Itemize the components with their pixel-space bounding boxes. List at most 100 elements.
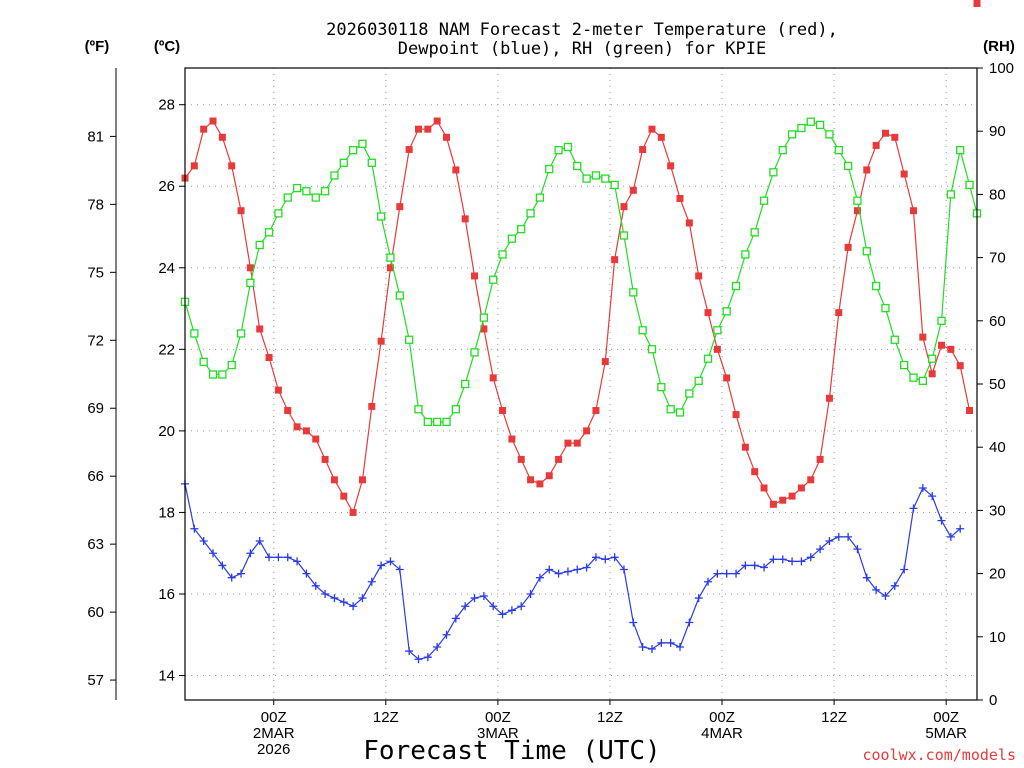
data-point	[834, 532, 843, 541]
data-point	[703, 354, 713, 363]
data-point	[573, 439, 581, 447]
data-point	[582, 174, 591, 183]
data-point	[479, 313, 489, 322]
data-point	[835, 309, 843, 317]
chart-title-line-2: Dewpoint (blue), RH (green) for KPIE	[398, 39, 766, 59]
data-point	[639, 146, 647, 154]
data-point	[788, 557, 797, 566]
time-tick-label: 5MAR	[925, 725, 967, 742]
data-point	[555, 455, 563, 463]
data-point	[321, 589, 330, 598]
time-tick-label: 2026	[257, 741, 290, 758]
data-point	[274, 209, 283, 218]
data-point	[330, 171, 339, 180]
data-point	[685, 389, 694, 398]
data-point	[947, 345, 955, 353]
rh-unit-label: (RH)	[983, 38, 1015, 55]
data-point	[526, 589, 535, 598]
rh-tick-label: 10	[989, 629, 1006, 646]
data-point	[666, 405, 675, 414]
gridlines	[185, 68, 977, 700]
data-point	[909, 504, 918, 513]
data-point	[433, 642, 442, 651]
data-point	[227, 573, 236, 582]
rh-tick-label: 60	[989, 313, 1006, 330]
celsius-tick-label: 18	[158, 504, 175, 521]
data-point	[507, 234, 517, 243]
data-point	[284, 407, 292, 415]
data-point	[891, 133, 899, 141]
data-point	[928, 370, 936, 378]
data-point	[563, 567, 572, 576]
data-point	[694, 376, 703, 385]
data-point	[227, 360, 236, 370]
data-point	[657, 383, 666, 392]
data-point	[395, 565, 404, 574]
data-point	[471, 272, 479, 280]
data-point	[461, 215, 469, 223]
data-point	[255, 240, 264, 250]
data-point	[956, 362, 964, 370]
data-point	[657, 638, 666, 647]
data-point	[973, 0, 981, 7]
time-tick-label: 00Z	[485, 709, 511, 726]
fahrenheit-tick-label: 57	[87, 672, 104, 689]
data-point	[527, 476, 535, 484]
data-point	[760, 563, 769, 572]
data-point	[610, 180, 619, 190]
time-tick-label: 12Z	[373, 709, 399, 726]
data-point	[554, 569, 563, 578]
data-point	[302, 187, 311, 196]
data-point	[563, 142, 573, 152]
data-point	[834, 146, 843, 155]
rh-tick-label: 90	[989, 123, 1006, 140]
data-point	[340, 492, 348, 500]
celsius-tick-label: 16	[158, 586, 175, 603]
data-point	[489, 602, 498, 611]
data-point	[293, 423, 301, 431]
fahrenheit-tick-label: 75	[87, 264, 104, 281]
data-point	[339, 598, 348, 607]
data-point	[218, 370, 227, 379]
data-point	[619, 565, 628, 574]
rh-axis: 0 10 20 30 40 50 60 70 80 90 100	[977, 60, 1014, 709]
data-point	[909, 373, 918, 382]
data-point	[348, 146, 358, 155]
data-point	[648, 125, 656, 133]
data-point	[647, 645, 656, 654]
data-point	[675, 408, 685, 417]
data-point	[919, 333, 927, 341]
data-point	[741, 561, 750, 570]
fahrenheit-tick-label: 81	[87, 128, 104, 145]
time-tick-label: 2MAR	[253, 725, 295, 742]
data-point	[591, 171, 601, 180]
data-point	[751, 468, 759, 476]
data-point	[423, 417, 432, 427]
data-point	[862, 247, 871, 256]
data-point	[274, 553, 283, 562]
data-point	[283, 193, 292, 202]
data-point	[507, 606, 516, 615]
data-point	[657, 133, 665, 141]
data-point	[778, 555, 787, 564]
data-point	[312, 435, 320, 443]
data-point	[965, 180, 974, 190]
data-point	[778, 146, 787, 155]
data-point	[237, 207, 245, 215]
data-point	[900, 360, 909, 370]
data-point	[535, 573, 544, 582]
data-point	[806, 553, 815, 562]
data-point	[442, 630, 451, 639]
time-tick-label: 00Z	[933, 709, 959, 726]
data-point	[816, 455, 824, 463]
data-point	[564, 439, 572, 447]
data-point	[498, 250, 507, 259]
data-point	[825, 130, 834, 139]
data-point	[199, 536, 208, 545]
data-point	[881, 304, 890, 313]
fahrenheit-axis: 57 60 63 66 69 72 75 78 81	[87, 68, 117, 700]
data-point	[722, 307, 731, 316]
data-point	[339, 158, 348, 167]
data-point	[386, 264, 394, 272]
